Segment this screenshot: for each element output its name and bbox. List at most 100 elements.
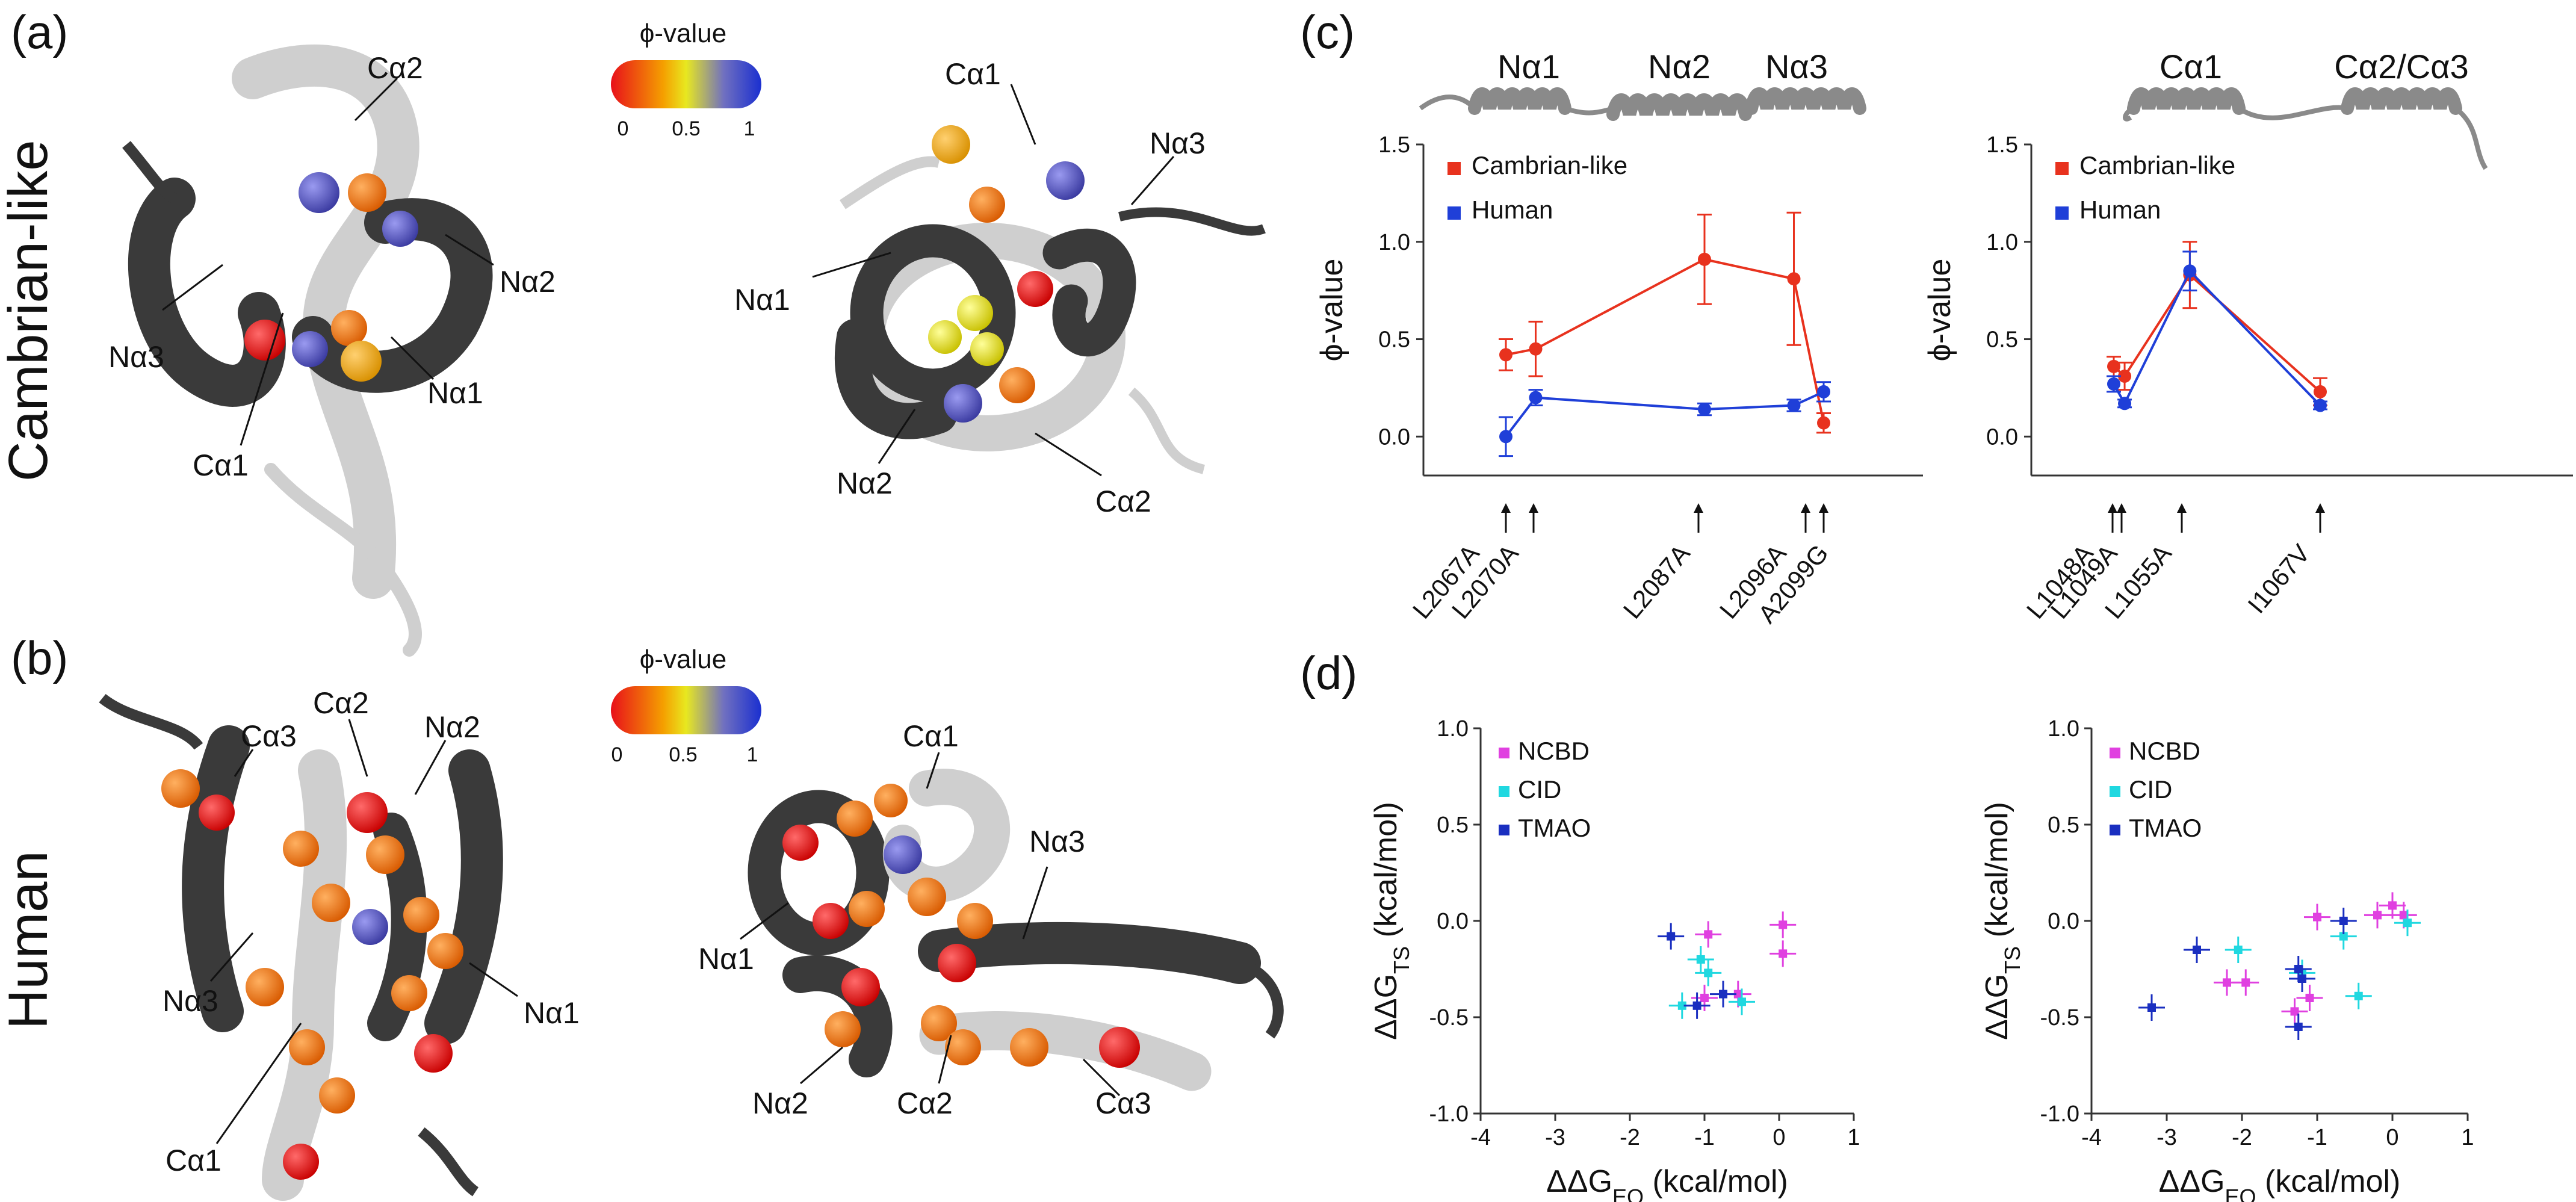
x-tick-label: -1	[2307, 1125, 2327, 1150]
data-point	[2234, 946, 2243, 954]
phi-sphere	[347, 792, 388, 833]
series-line	[2113, 273, 2321, 393]
y-axis-title: ΔΔGTS (kcal/mol)	[1980, 802, 2025, 1040]
structure-label: Cα2	[897, 1086, 953, 1120]
structure-label: Nα3	[163, 984, 218, 1018]
phi-sphere	[352, 909, 388, 945]
structure-label: Cα1	[903, 719, 959, 753]
phi-sphere	[970, 332, 1004, 366]
phi-sphere	[289, 1029, 325, 1065]
helix-cartoon-loop	[2237, 105, 2348, 120]
legend-swatch	[2055, 206, 2069, 220]
data-point	[2373, 911, 2382, 920]
helix-dark	[918, 922, 1261, 984]
phi-sphere	[199, 795, 235, 831]
phi-sphere	[884, 835, 922, 874]
data-point	[2403, 919, 2412, 928]
loop	[418, 1127, 479, 1197]
data-point	[2241, 978, 2250, 987]
phi-sphere	[1010, 1028, 1048, 1067]
label-leader	[938, 1035, 952, 1084]
legend-label: TMAO	[2129, 814, 2202, 842]
structure-label: Cα3	[241, 719, 297, 753]
phi-sphere	[331, 310, 367, 346]
structure-label: Cα1	[945, 57, 1001, 91]
x-axis-title-sub: EQ	[2225, 1185, 2256, 1202]
helix-cartoon	[2127, 87, 2246, 115]
phi-sphere	[427, 933, 463, 969]
phi-sphere	[414, 1034, 453, 1073]
y-tick-label: 1.0	[1437, 716, 1469, 742]
label-leader	[1022, 866, 1048, 940]
structure-label: Cα3	[1095, 1086, 1151, 1120]
x-tick-label: 1	[2461, 1125, 2474, 1150]
phi-sphere	[813, 903, 849, 939]
data-point	[1700, 994, 1709, 1002]
x-tick-label: -4	[1470, 1125, 1491, 1150]
label-leader	[878, 409, 916, 464]
structure-label: Nα2	[500, 265, 556, 299]
phi-sphere	[366, 835, 404, 874]
label-leader	[1082, 1058, 1121, 1097]
structure-label: Nα3	[1150, 126, 1206, 160]
data-point	[2399, 911, 2408, 920]
y-tick-label: 0.0	[1986, 424, 2018, 450]
data-point	[1677, 1001, 1686, 1010]
phi-scale-tick: 1	[744, 117, 755, 140]
data-point	[2388, 901, 2397, 910]
y-tick-label: 0.5	[2048, 813, 2079, 838]
phi-color-bar	[611, 60, 761, 108]
y-axis-title-unit: (kcal/mol)	[1369, 802, 1404, 946]
phi-sphere	[382, 211, 418, 247]
phi-sphere	[283, 831, 319, 867]
label-leader	[740, 902, 789, 940]
phi-sphere	[841, 968, 880, 1006]
data-point	[2298, 974, 2306, 983]
helix-label: Cα2/Cα3	[2334, 48, 2468, 85]
helix-cartoon-loop	[2454, 106, 2488, 170]
y-tick-label: 0.0	[1378, 424, 1410, 450]
structure-human-right: Cα1 Nα3 Nα1 Nα2 Cα2 Cα3	[698, 719, 1284, 1120]
phi-scale-b: ϕ-value 0 0.5 1	[611, 645, 761, 766]
x-tick-label: -1	[1694, 1125, 1715, 1150]
loop	[1237, 958, 1284, 1039]
structure-label: Nα1	[698, 942, 754, 976]
helix-cartoon-loop	[1419, 94, 1476, 111]
label-leader	[209, 932, 254, 982]
phi-sphere	[292, 331, 328, 367]
mutation-arrowhead	[2108, 503, 2117, 513]
helix-dark	[424, 749, 503, 1044]
y-tick-label: 0.5	[1378, 327, 1410, 353]
phi-sphere	[319, 1077, 355, 1114]
y-tick-label: -0.5	[2040, 1005, 2079, 1030]
phi-sphere	[969, 187, 1005, 223]
phi-sphere	[391, 975, 427, 1011]
data-point	[1529, 342, 1543, 356]
x-axis-title: ΔΔGEQ (kcal/mol)	[1546, 1164, 1788, 1202]
x-tick-label: 0	[2386, 1125, 2398, 1150]
data-point	[1704, 968, 1713, 977]
phi-scale-tick: 1	[747, 743, 758, 766]
legend-label: TMAO	[1518, 814, 1591, 842]
x-axis-title-unit: (kcal/mol)	[2256, 1164, 2401, 1199]
phi-sphere	[938, 944, 976, 982]
phi-sphere	[1099, 1027, 1140, 1068]
phi-sphere	[921, 1005, 957, 1041]
data-point	[1817, 416, 1830, 430]
label-leader	[800, 1046, 843, 1085]
structure-cambrian-left: Cα2 Nα3 Nα2 Nα1 Cα1	[108, 44, 556, 657]
data-point	[1667, 932, 1676, 941]
data-point	[2294, 965, 2303, 973]
y-tick-label: 1.5	[1986, 132, 2018, 158]
row-label-cambrian: Cambrian-like	[0, 140, 59, 482]
y-tick-label: -0.5	[1429, 1005, 1469, 1030]
phi-sphere	[874, 784, 908, 817]
x-tick-label: -3	[2156, 1125, 2177, 1150]
helix-cartoon	[1606, 93, 1752, 121]
y-axis-title: ϕ-value	[1922, 259, 1957, 362]
helix-dark	[1042, 229, 1136, 357]
data-point	[2193, 946, 2201, 954]
loop	[1128, 387, 1206, 474]
data-point	[2339, 932, 2348, 941]
